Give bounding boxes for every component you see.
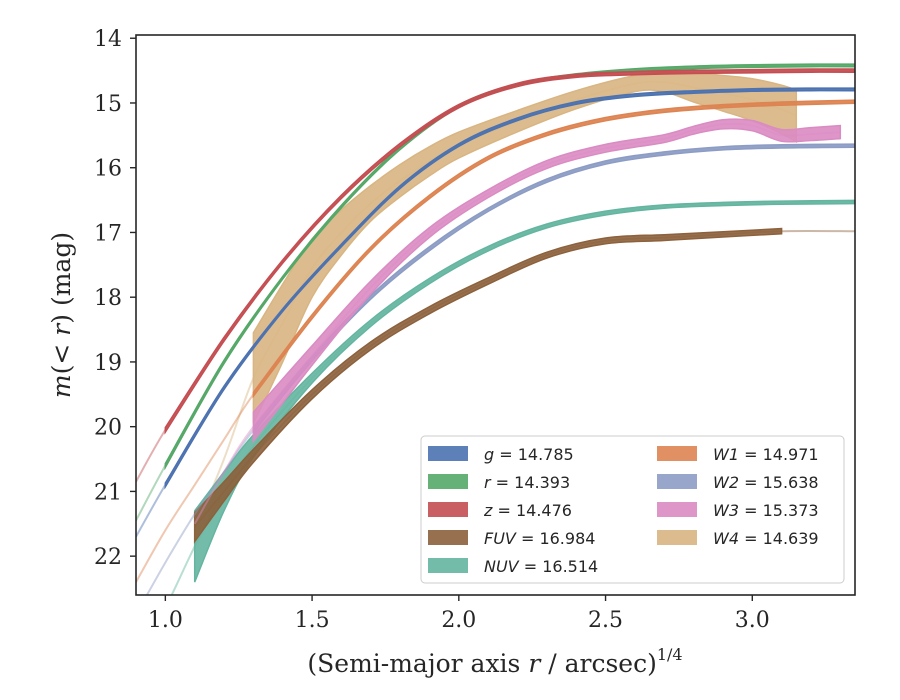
legend-item-w4: W4 = 14.639 xyxy=(657,529,819,548)
y-tick-label: 17 xyxy=(94,221,122,246)
x-tick-label: 3.0 xyxy=(735,608,770,633)
x-tick-label: 2.5 xyxy=(588,608,623,633)
y-tick-label: 22 xyxy=(94,545,122,570)
y-axis-label: m(< r) (mag) xyxy=(47,232,76,398)
plot-frame xyxy=(135,34,856,596)
series-layer xyxy=(136,63,855,595)
legend-item-z: z = 14.476 xyxy=(428,501,572,520)
y-tick-label: 19 xyxy=(94,351,122,376)
legend-label: W2 = 15.638 xyxy=(713,473,819,492)
series-fuv-band xyxy=(193,227,783,544)
x-tick-label: 2.0 xyxy=(441,608,476,633)
legend: g = 14.785 r = 14.393 z = 14.476 FUV = 16.9… xyxy=(420,435,845,584)
y-tick-label: 15 xyxy=(94,92,122,117)
legend-swatch xyxy=(428,558,468,573)
legend-label: W1 = 14.971 xyxy=(713,445,819,464)
y-tick-label: 14 xyxy=(94,27,122,52)
legend-item-r: r = 14.393 xyxy=(428,473,570,492)
legend-label: FUV = 16.984 xyxy=(484,529,595,548)
legend-box xyxy=(420,435,845,584)
series-w1-band xyxy=(252,99,855,399)
y-tick-label: 21 xyxy=(94,480,122,505)
series-z xyxy=(136,68,855,483)
y-tick-label: 18 xyxy=(94,286,122,311)
series-w2 xyxy=(145,143,855,595)
legend-swatch xyxy=(428,474,468,489)
legend-item-w3: W3 = 15.373 xyxy=(657,501,819,520)
series-g-band xyxy=(164,87,855,490)
legend-swatch xyxy=(657,530,697,545)
legend-label: z = 14.476 xyxy=(483,501,572,520)
legend-label: NUV = 16.514 xyxy=(484,557,598,576)
x-tick-label: 1.5 xyxy=(295,608,330,633)
legend-item-fuv: FUV = 16.984 xyxy=(428,529,595,548)
series-r-band xyxy=(164,63,855,471)
legend-swatch xyxy=(657,474,697,489)
series-w3 xyxy=(193,118,842,525)
legend-item-nuv: NUV = 16.514 xyxy=(428,557,598,576)
series-w1 xyxy=(136,99,855,583)
legend-label: g = 14.785 xyxy=(484,445,574,464)
y-tick-label: 20 xyxy=(94,416,122,441)
series-z-band xyxy=(164,68,855,435)
legend-label: W4 = 14.639 xyxy=(713,529,819,548)
series-w3-band xyxy=(252,118,842,444)
legend-swatch xyxy=(428,502,468,517)
y-tick-label: 16 xyxy=(94,157,122,182)
legend-swatch xyxy=(657,446,697,461)
tick-layer: 1.0 1.5 2.0 2.5 3.0 14 15 16 17 18 19 20 21 22 xyxy=(94,27,770,633)
legend-label: W3 = 15.373 xyxy=(713,501,819,520)
legend-swatch xyxy=(428,530,468,545)
x-tick-label: 1.0 xyxy=(148,608,183,633)
legend-swatch xyxy=(657,502,697,517)
series-fuv xyxy=(193,227,855,544)
legend-item-g: g = 14.785 xyxy=(428,445,574,464)
legend-swatch xyxy=(428,446,468,461)
legend-label: r = 14.393 xyxy=(484,473,570,492)
series-w2-band xyxy=(252,143,855,435)
series-g xyxy=(136,87,855,538)
legend-item-w2: W2 = 15.638 xyxy=(657,473,819,492)
x-axis-label: (Semi-major axis r / arcsec)1/4 xyxy=(307,645,682,678)
legend-item-w1: W1 = 14.971 xyxy=(657,445,819,464)
